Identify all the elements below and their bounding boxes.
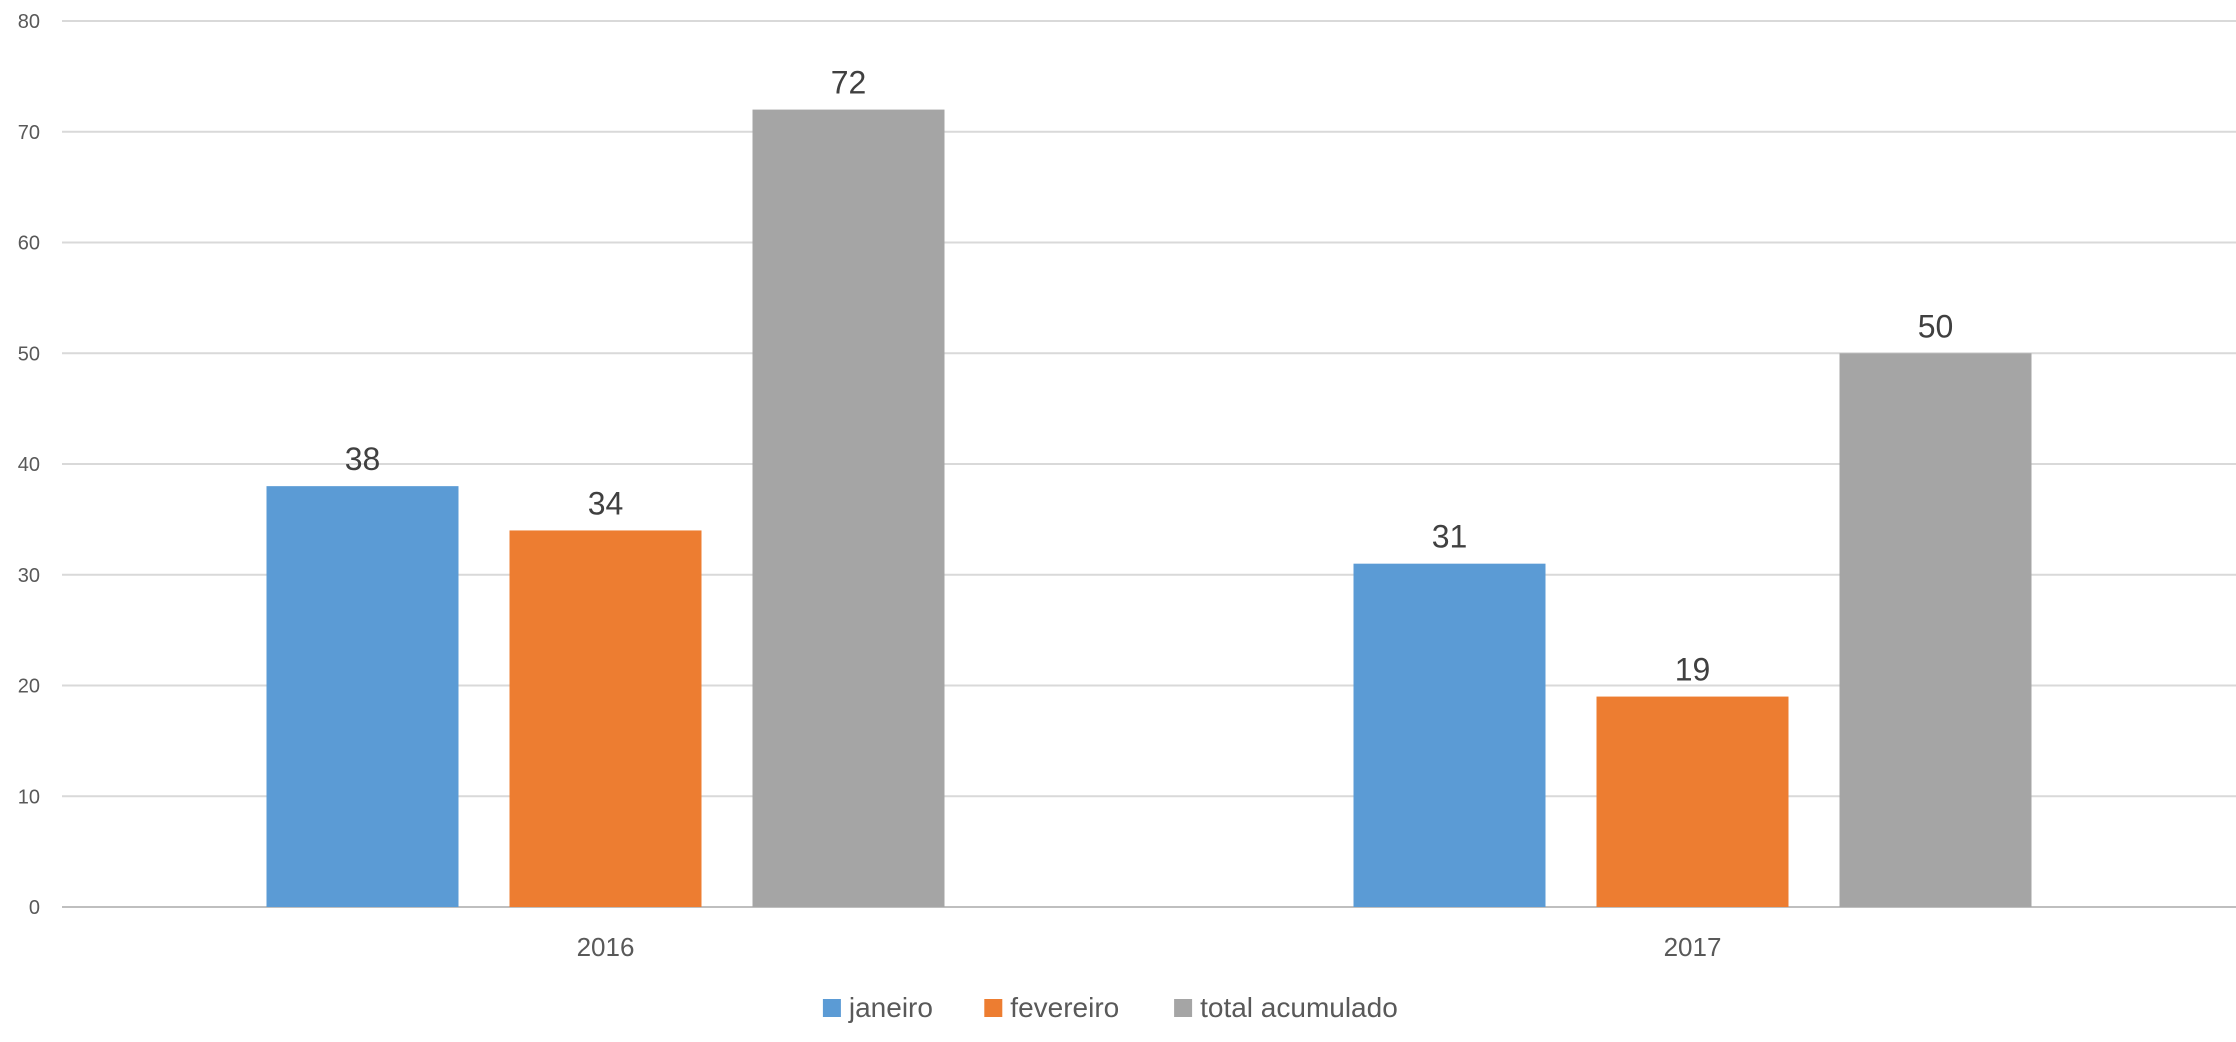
data-label-fevereiro-2016: 34 (588, 485, 624, 521)
legend-label-fevereiro: fevereiro (1010, 992, 1119, 1023)
bar-total-acumulado-2016 (752, 109, 945, 908)
y-tick-label-80: 80 (18, 11, 40, 33)
bar-janeiro-2016 (266, 486, 459, 907)
bar-janeiro-2017 (1353, 563, 1546, 907)
y-tick-label-70: 70 (18, 122, 40, 144)
y-tick-label-30: 30 (18, 565, 40, 587)
x-tick-label-2017: 2017 (1664, 932, 1722, 962)
data-labels: 38 34 72 31 19 50 (345, 65, 1954, 688)
y-tick-label-0: 0 (29, 897, 40, 919)
legend-label-total-acumulado: total acumulado (1200, 992, 1398, 1023)
bars (266, 109, 2032, 908)
bar-fevereiro-2016 (509, 530, 702, 907)
bar-total-acumulado-2017 (1839, 353, 2032, 907)
data-label-janeiro-2017: 31 (1432, 519, 1468, 555)
y-tick-label-10: 10 (18, 786, 40, 808)
y-tick-label-40: 40 (18, 454, 40, 476)
y-tick-label-50: 50 (18, 343, 40, 365)
bar-fevereiro-2017 (1596, 696, 1789, 907)
x-tick-label-2016: 2016 (577, 932, 635, 962)
x-axis-ticks: 2016 2017 (577, 932, 1722, 962)
data-label-total-acumulado-2016: 72 (831, 65, 867, 101)
data-label-janeiro-2016: 38 (345, 441, 381, 477)
legend-label-janeiro: janeiro (848, 992, 933, 1023)
y-tick-label-60: 60 (18, 233, 40, 255)
legend-swatch-janeiro (822, 999, 841, 1017)
data-label-total-acumulado-2017: 50 (1918, 308, 1954, 344)
data-label-fevereiro-2017: 19 (1675, 652, 1711, 688)
legend: janeiro fevereiro total acumulado (822, 992, 1398, 1023)
y-tick-label-20: 20 (18, 676, 40, 698)
legend-swatch-total-acumulado (1174, 999, 1193, 1017)
legend-swatch-fevereiro (984, 999, 1003, 1017)
y-axis-ticks: 0 10 20 30 40 50 60 70 80 (18, 11, 40, 919)
